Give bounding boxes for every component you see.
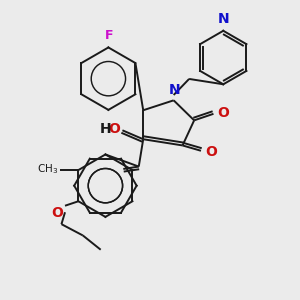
- Text: O: O: [108, 122, 120, 136]
- Text: O: O: [205, 145, 217, 159]
- Text: O: O: [52, 206, 64, 220]
- Text: F: F: [105, 29, 113, 42]
- Text: CH$_3$: CH$_3$: [37, 163, 58, 176]
- Text: N: N: [218, 12, 230, 26]
- Text: H: H: [100, 122, 111, 136]
- Text: O: O: [218, 106, 230, 120]
- Text: N: N: [168, 83, 180, 97]
